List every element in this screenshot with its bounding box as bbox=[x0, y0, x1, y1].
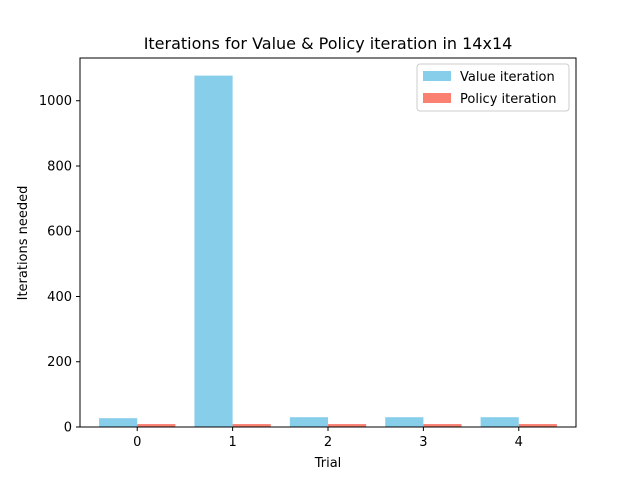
x-axis-label: Trial bbox=[314, 456, 342, 471]
y-tick-label: 800 bbox=[47, 159, 72, 174]
y-tick-label: 200 bbox=[47, 355, 72, 370]
y-tick-label: 600 bbox=[47, 225, 72, 240]
legend-swatch bbox=[423, 71, 451, 81]
x-tick-label: 2 bbox=[324, 435, 332, 450]
x-tick-label: 4 bbox=[515, 435, 523, 450]
bar-policy-trial-2 bbox=[328, 424, 367, 427]
y-tick-label: 400 bbox=[47, 290, 72, 305]
axes-layer: 0 200 400 600 800 1000 0 1 2 3 4 bbox=[39, 57, 577, 450]
x-tick-label: 1 bbox=[228, 435, 236, 450]
bar-value-trial-1 bbox=[194, 75, 233, 427]
bars-layer bbox=[99, 75, 557, 427]
chart-title: Iterations for Value & Policy iteration … bbox=[144, 34, 513, 53]
y-tick-label: 1000 bbox=[39, 94, 72, 109]
bar-policy-trial-0 bbox=[137, 424, 176, 427]
bar-policy-trial-1 bbox=[232, 424, 271, 427]
bar-value-trial-3 bbox=[385, 417, 424, 427]
bar-policy-trial-3 bbox=[423, 424, 462, 427]
bar-value-trial-2 bbox=[289, 417, 328, 427]
bar-value-trial-0 bbox=[99, 418, 138, 427]
y-axis-label: Iterations needed bbox=[16, 186, 31, 301]
bar-policy-trial-4 bbox=[518, 424, 557, 427]
y-tick-label: 0 bbox=[64, 421, 72, 436]
x-tick-label: 0 bbox=[133, 435, 141, 450]
legend-swatch bbox=[423, 93, 451, 103]
legend-label: Policy iteration bbox=[460, 92, 556, 107]
legend: Value iteration Policy iteration bbox=[416, 63, 570, 112]
legend-box bbox=[416, 63, 570, 112]
bar-value-trial-4 bbox=[480, 417, 519, 427]
legend-label: Value iteration bbox=[460, 70, 555, 85]
x-tick-label: 3 bbox=[419, 435, 427, 450]
